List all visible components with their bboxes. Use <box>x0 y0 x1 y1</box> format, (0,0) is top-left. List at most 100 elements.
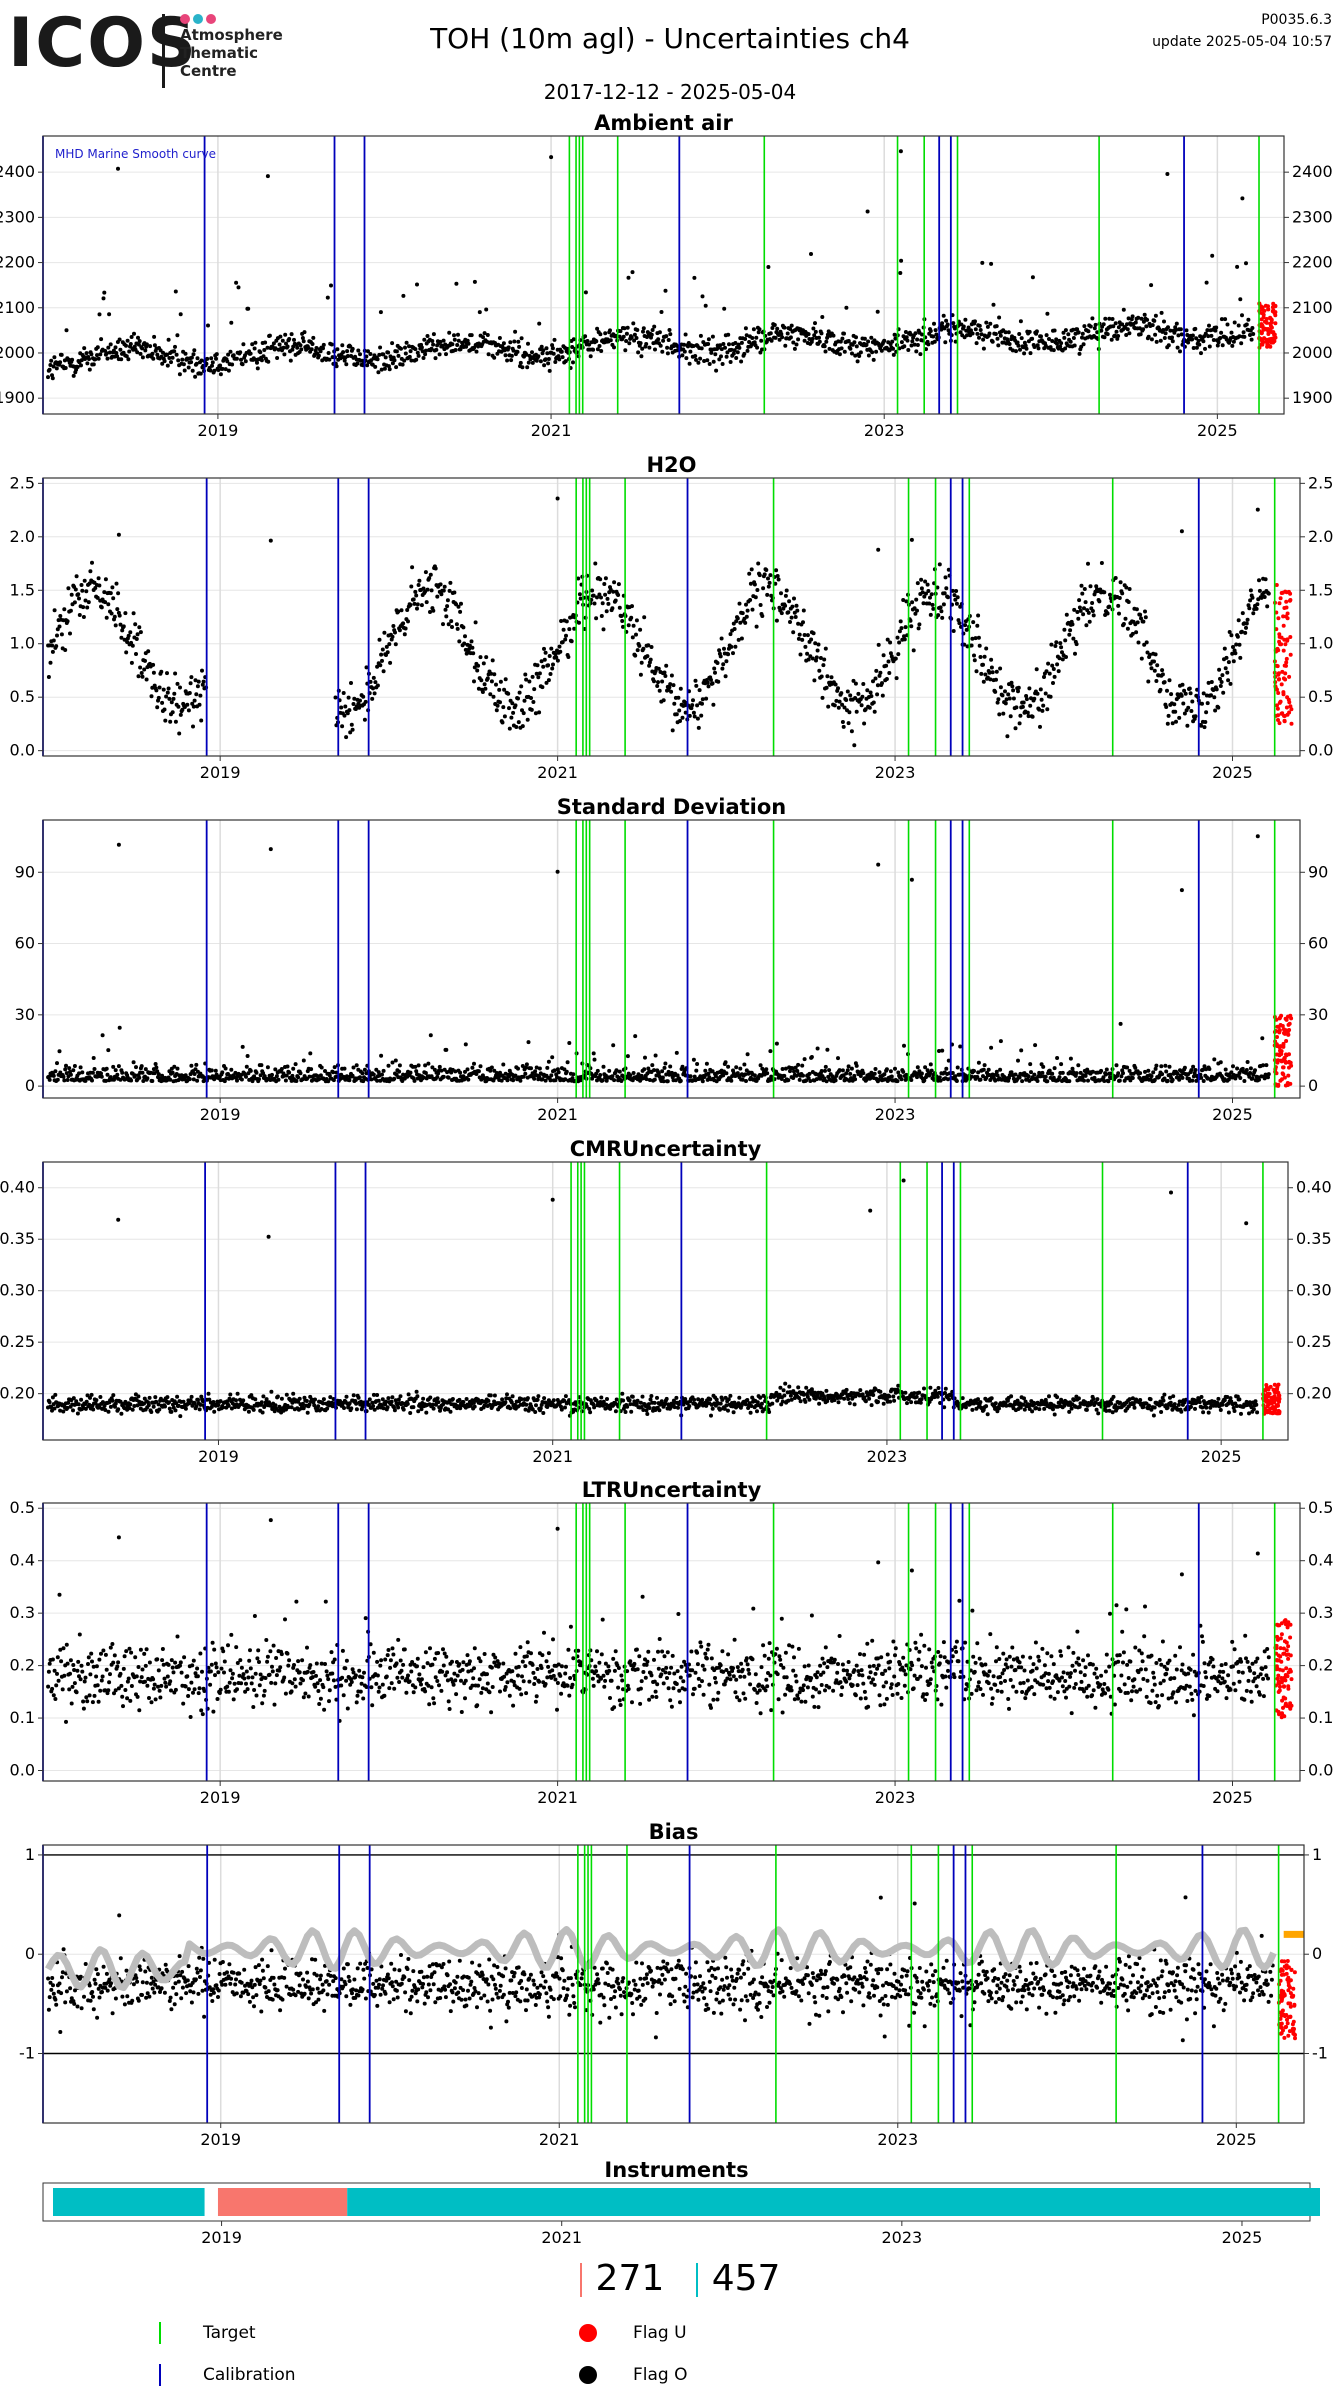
data-point <box>363 699 368 704</box>
y-tick-label: 90 <box>15 862 35 881</box>
data-point <box>127 349 132 354</box>
data-point <box>388 660 393 665</box>
data-point <box>505 1078 510 1083</box>
data-point <box>908 332 913 337</box>
data-point <box>737 601 742 606</box>
y-tick-label: 30 <box>15 1005 35 1024</box>
flag-u-point <box>1268 323 1273 328</box>
data-point <box>661 698 666 703</box>
data-point <box>178 685 182 690</box>
data-point <box>477 310 482 315</box>
data-point <box>592 601 597 606</box>
data-point <box>831 333 836 338</box>
flag-u-point <box>1272 332 1277 337</box>
data-point <box>898 619 903 624</box>
data-point <box>512 339 517 344</box>
data-point <box>704 696 709 701</box>
spike-point <box>116 532 121 537</box>
data-point <box>376 370 381 375</box>
data-point <box>102 290 107 295</box>
data-point <box>409 584 414 589</box>
data-point <box>345 354 350 358</box>
data-point <box>371 675 376 680</box>
data-point <box>1081 342 1086 347</box>
data-point <box>1105 611 1110 616</box>
data-point <box>366 349 370 354</box>
data-point <box>105 356 110 361</box>
data-point <box>882 338 887 343</box>
data-point <box>542 363 547 368</box>
data-point <box>1201 339 1206 344</box>
data-point <box>463 634 467 639</box>
data-point <box>782 325 787 330</box>
data-point <box>881 653 886 658</box>
data-point <box>1240 611 1245 616</box>
data-point <box>1240 313 1244 318</box>
data-point <box>656 337 661 342</box>
data-point <box>196 679 201 684</box>
data-point <box>381 669 386 674</box>
data-point <box>58 360 63 365</box>
data-point <box>466 341 471 346</box>
data-point <box>731 651 735 656</box>
data-point <box>610 1074 615 1079</box>
data-point <box>169 360 173 365</box>
data-point <box>1027 686 1032 691</box>
data-point <box>1022 340 1027 345</box>
data-point <box>994 669 999 674</box>
data-point <box>479 678 484 683</box>
data-point <box>441 588 446 593</box>
data-point <box>514 725 519 729</box>
data-point <box>691 1057 696 1062</box>
data-point <box>228 349 233 354</box>
data-point <box>722 306 727 311</box>
data-point <box>743 326 748 331</box>
data-point <box>94 1398 99 1403</box>
data-point <box>990 339 995 344</box>
data-point <box>864 342 869 347</box>
data-point <box>669 689 674 694</box>
data-point <box>321 346 325 351</box>
data-point <box>869 335 874 340</box>
data-point <box>527 679 532 684</box>
data-point <box>476 663 481 668</box>
data-point <box>1196 338 1201 343</box>
data-point <box>797 632 802 637</box>
data-point <box>891 352 896 357</box>
data-point <box>938 605 943 610</box>
data-point <box>1050 1071 1055 1076</box>
data-point <box>652 324 657 329</box>
data-point <box>765 592 770 597</box>
data-point <box>1170 339 1175 344</box>
data-point <box>399 346 403 351</box>
data-point <box>1080 591 1085 596</box>
data-point <box>114 581 119 586</box>
data-point <box>788 620 792 624</box>
data-point <box>822 657 827 662</box>
data-point <box>642 1067 647 1072</box>
data-point <box>986 1067 991 1072</box>
data-point <box>230 362 235 367</box>
flag-u-point <box>1284 705 1289 710</box>
data-point <box>525 365 530 370</box>
data-point <box>1218 336 1223 340</box>
data-point <box>637 643 642 648</box>
data-point <box>173 289 178 294</box>
data-point <box>714 368 719 373</box>
data-point <box>940 615 945 620</box>
data-point <box>706 342 711 346</box>
data-point <box>1145 317 1150 322</box>
data-point <box>537 321 542 326</box>
data-point <box>919 586 924 591</box>
data-point <box>1103 316 1108 321</box>
data-point <box>783 593 788 598</box>
data-point <box>71 1408 75 1413</box>
flag-u-point <box>1279 591 1284 595</box>
data-point <box>676 695 681 700</box>
flag-u-point <box>1282 713 1286 718</box>
data-point <box>1133 320 1138 325</box>
flag-u-point <box>1288 1081 1293 1086</box>
data-point <box>1228 681 1233 686</box>
